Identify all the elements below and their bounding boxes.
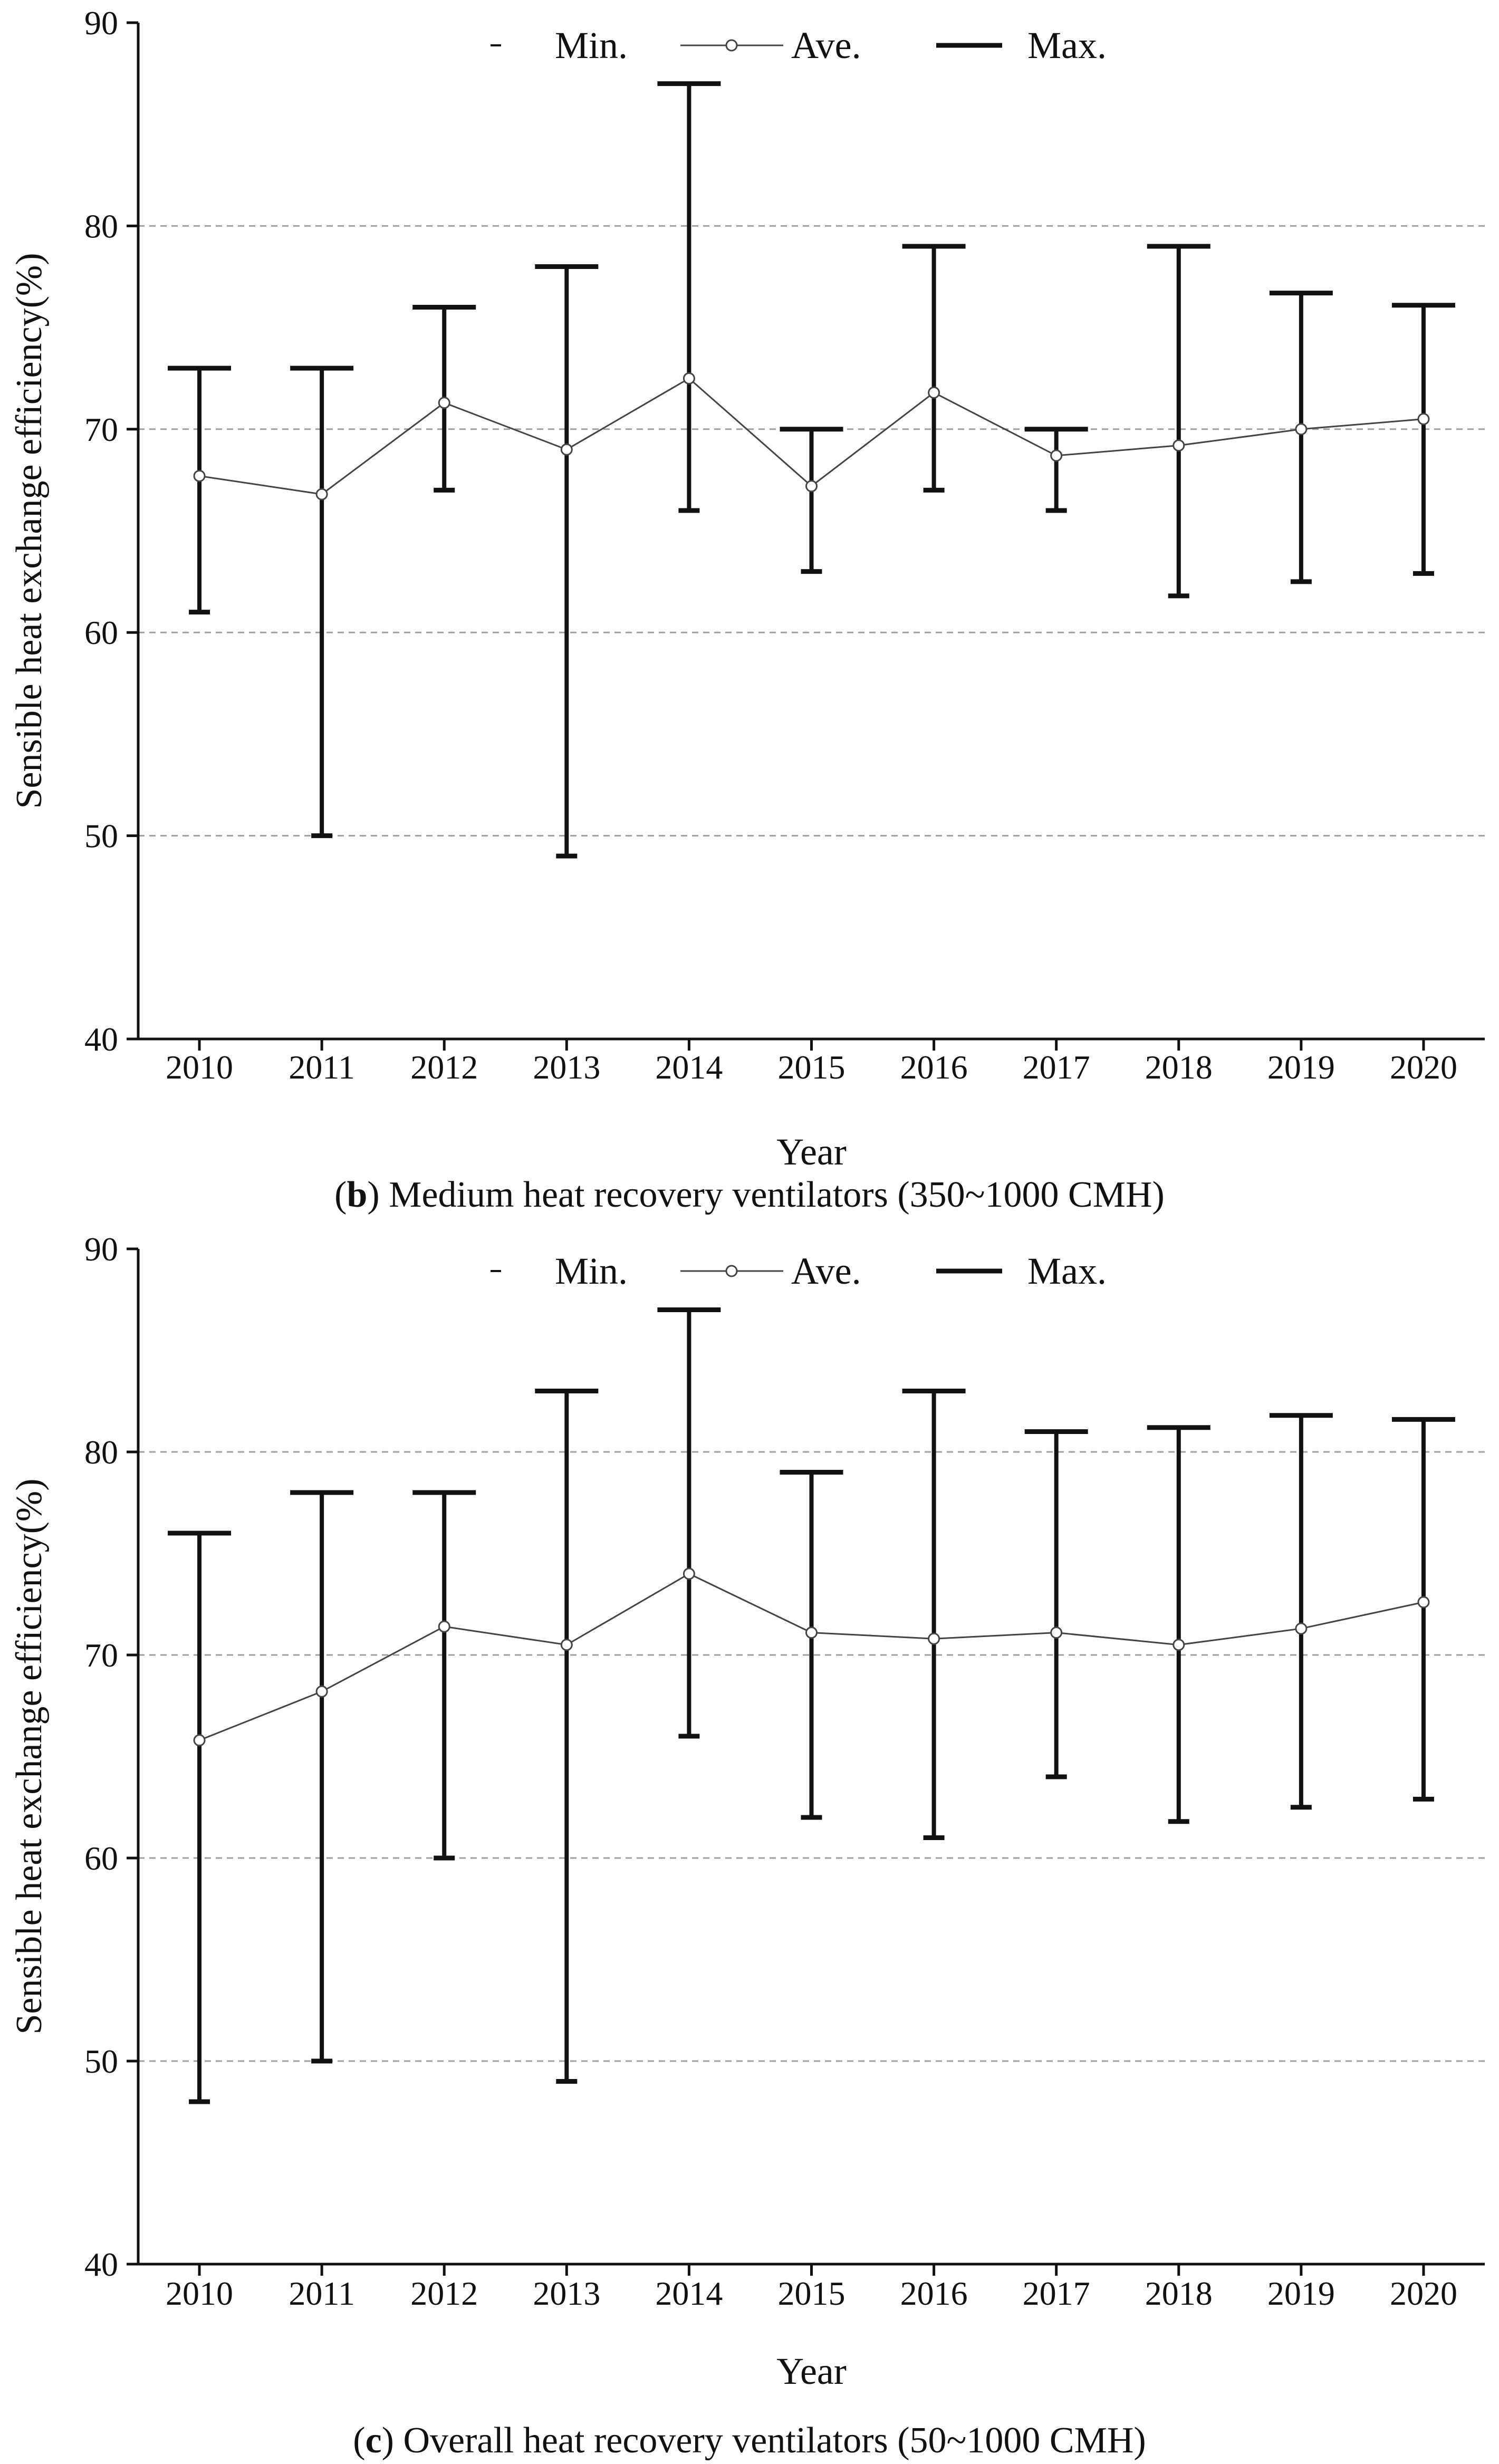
x-axis-title: Year <box>776 2350 847 2392</box>
y-tick-label: 90 <box>84 4 118 42</box>
legend-ave-marker <box>725 39 738 52</box>
x-axis-title: Year <box>776 1131 847 1173</box>
x-tick-label: 2014 <box>655 1048 723 1086</box>
x-tick-label: 2019 <box>1267 2275 1335 2312</box>
average-point <box>315 1685 328 1698</box>
average-point <box>1173 1639 1185 1651</box>
y-tick-label: 60 <box>84 1840 118 1877</box>
x-tick-label: 2015 <box>778 1048 845 1086</box>
legend: Min. Ave. Max. <box>491 24 1107 66</box>
caption-close-paren: ) <box>367 1175 379 1215</box>
x-tick-label: 2013 <box>533 2275 600 2312</box>
average-point <box>193 1734 206 1747</box>
chart-panel-c: 40 50 60 70 80 90 2010 2011 2012 2013 2014 2015 2016… <box>9 1230 1485 2461</box>
x-tick-label: 2012 <box>410 1048 478 1086</box>
average-point <box>805 1626 818 1639</box>
x-tick-label: 2018 <box>1145 2275 1213 2312</box>
average-point <box>1295 1622 1308 1635</box>
chart-panel-b: 40 50 60 70 80 90 2010 2011 2012 2013 2014 2015 2016… <box>9 4 1485 1215</box>
caption-open-paren: ( <box>334 1175 347 1215</box>
average-point <box>193 469 206 482</box>
average-point <box>1417 413 1430 426</box>
panel-caption: (c) Overall heat recovery ventilators (5… <box>353 2420 1146 2461</box>
caption-letter: b <box>347 1175 367 1215</box>
legend-max-label: Max. <box>1027 1250 1107 1292</box>
caption-text: Medium heat recovery ventilators (350~10… <box>380 1175 1165 1215</box>
x-tick-label: 2015 <box>778 2275 845 2312</box>
average-point <box>438 397 450 409</box>
x-tick-label: 2020 <box>1390 1048 1457 1086</box>
y-tick-label: 90 <box>84 1230 118 1268</box>
average-point <box>928 386 940 399</box>
legend: Min. Ave. Max. <box>491 1250 1107 1292</box>
y-tick-label: 80 <box>84 207 118 245</box>
x-tick-label: 2012 <box>410 2275 478 2312</box>
average-point <box>1295 423 1308 436</box>
caption-text: Overall heat recovery ventilators (50~10… <box>394 2420 1146 2461</box>
caption-close-paren: ) <box>382 2420 394 2461</box>
x-tick-label: 2014 <box>655 2275 723 2312</box>
average-point <box>1050 449 1063 462</box>
average-point <box>683 1567 695 1580</box>
x-tick-label: 2013 <box>533 1048 600 1086</box>
x-tick-label: 2017 <box>1023 2275 1090 2312</box>
average-point <box>928 1632 940 1645</box>
legend-ave-label: Ave. <box>791 1250 861 1292</box>
x-tick-label: 2011 <box>289 1048 355 1086</box>
y-tick-label: 50 <box>84 2043 118 2080</box>
y-tick-label: 70 <box>84 411 118 448</box>
average-point <box>560 443 573 456</box>
caption-open-paren: ( <box>353 2420 365 2461</box>
y-axis-title: Sensible heat exchange efficiency(%) <box>9 1478 50 2034</box>
y-tick-label: 80 <box>84 1433 118 1471</box>
y-tick-label: 40 <box>84 2246 118 2283</box>
y-tick-label: 70 <box>84 1637 118 1674</box>
caption-letter: c <box>366 2420 382 2461</box>
x-tick-label: 2010 <box>166 1048 233 1086</box>
x-tick-label: 2010 <box>166 2275 233 2312</box>
x-tick-label: 2019 <box>1267 1048 1335 1086</box>
average-point <box>683 372 695 384</box>
average-point <box>438 1620 450 1633</box>
average-point <box>805 480 818 493</box>
y-tick-label: 40 <box>84 1021 118 1058</box>
average-point <box>1417 1596 1430 1609</box>
legend-min-label: Min. <box>555 1250 628 1292</box>
legend-ave-label: Ave. <box>791 24 861 66</box>
y-axis-title: Sensible heat exchange efficiency(%) <box>9 253 50 808</box>
x-tick-label: 2020 <box>1390 2275 1457 2312</box>
average-point <box>315 488 328 500</box>
x-tick-label: 2018 <box>1145 1048 1213 1086</box>
x-tick-label: 2016 <box>900 1048 968 1086</box>
legend-max-label: Max. <box>1027 24 1107 66</box>
x-tick-label: 2017 <box>1023 1048 1090 1086</box>
y-tick-label: 50 <box>84 817 118 855</box>
legend-min-label: Min. <box>555 24 628 66</box>
legend-ave-marker <box>725 1265 738 1277</box>
average-point <box>560 1639 573 1651</box>
average-point <box>1173 439 1185 452</box>
panel-caption: (b) Medium heat recovery ventilators (35… <box>334 1175 1165 1215</box>
y-tick-label: 60 <box>84 614 118 651</box>
x-tick-label: 2011 <box>289 2275 355 2312</box>
x-tick-label: 2016 <box>900 2275 968 2312</box>
average-point <box>1050 1626 1063 1639</box>
